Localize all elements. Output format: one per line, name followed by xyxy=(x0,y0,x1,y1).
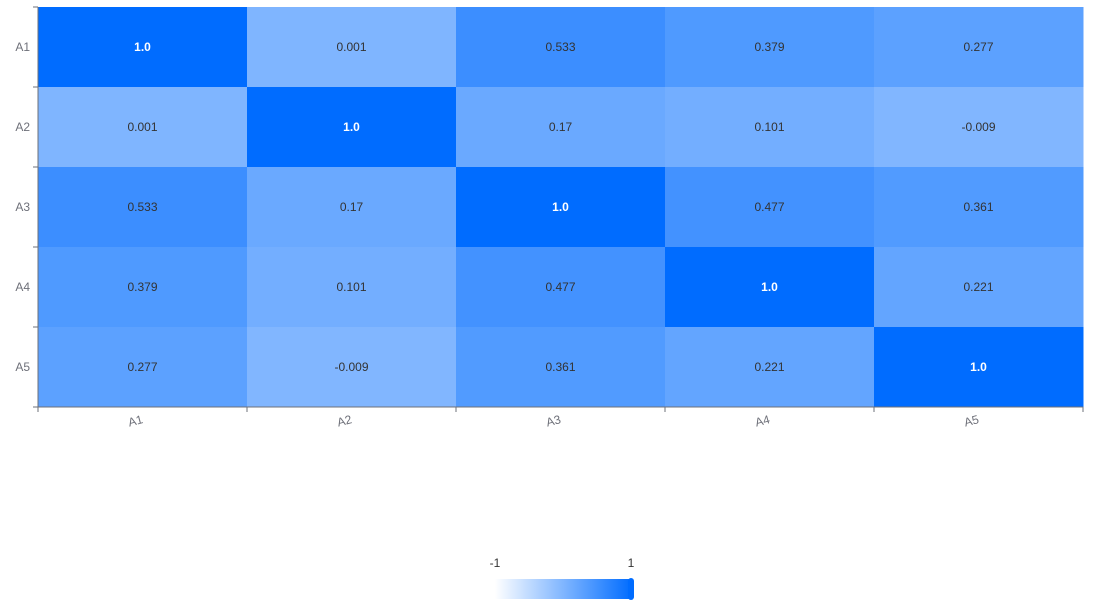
heatmap-cell-A3-A1 xyxy=(38,167,248,248)
heatmap-cell-value-A1-A4: 0.379 xyxy=(754,40,784,54)
x-tick-label-A2: A2 xyxy=(336,412,354,429)
heatmap-cell-value-A3-A1: 0.533 xyxy=(127,200,157,214)
heatmap-cell-A4-A5 xyxy=(874,247,1084,328)
heatmap-cell-value-A5-A1: 0.277 xyxy=(127,360,157,374)
heatmap-cell-value-A4-A5: 0.221 xyxy=(963,280,993,294)
y-tick-label-A2: A2 xyxy=(15,120,30,134)
x-tick-label-A5: A5 xyxy=(963,412,981,429)
heatmap-cell-A4-A4 xyxy=(665,247,875,328)
heatmap-cell-A4-A2 xyxy=(247,247,457,328)
y-tick-label-A1: A1 xyxy=(15,40,30,54)
heatmap-cell-value-A1-A5: 0.277 xyxy=(963,40,993,54)
heatmap-cell-value-A2-A2: 1.0 xyxy=(343,120,360,134)
heatmap-cell-value-A1-A1: 1.0 xyxy=(134,40,151,54)
heatmap-cell-value-A3-A3: 1.0 xyxy=(552,200,569,214)
heatmap-cell-A5-A3 xyxy=(456,327,666,408)
heatmap-cell-A3-A2 xyxy=(247,167,457,248)
heatmap-cell-A3-A5 xyxy=(874,167,1084,248)
legend-gradient-bar[interactable] xyxy=(495,579,632,599)
heatmap-cell-A2-A5 xyxy=(874,87,1084,168)
heatmap-cell-value-A4-A4: 1.0 xyxy=(761,280,778,294)
heatmap-cell-value-A5-A3: 0.361 xyxy=(545,360,575,374)
y-tick-label-A4: A4 xyxy=(15,280,30,294)
heatmap-cell-A1-A2 xyxy=(247,7,457,88)
heatmap-cell-A5-A5 xyxy=(874,327,1084,408)
heatmap-cell-A5-A4 xyxy=(665,327,875,408)
x-tick-label-A4: A4 xyxy=(754,412,772,429)
heatmap-cell-A3-A3 xyxy=(456,167,666,248)
heatmap-cell-A1-A3 xyxy=(456,7,666,88)
legend-max-label: 1 xyxy=(628,556,635,570)
heatmap-cell-value-A1-A3: 0.533 xyxy=(545,40,575,54)
heatmap-cell-A1-A4 xyxy=(665,7,875,88)
heatmap-cell-value-A1-A2: 0.001 xyxy=(336,40,366,54)
legend-handle[interactable] xyxy=(628,578,634,600)
heatmap-cell-value-A5-A4: 0.221 xyxy=(754,360,784,374)
heatmap-cell-A3-A4 xyxy=(665,167,875,248)
heatmap-cell-A2-A4 xyxy=(665,87,875,168)
heatmap-cell-A2-A3 xyxy=(456,87,666,168)
heatmap-cell-value-A3-A2: 0.17 xyxy=(340,200,364,214)
heatmap-cell-value-A4-A3: 0.477 xyxy=(545,280,575,294)
heatmap-cell-A2-A1 xyxy=(38,87,248,168)
y-tick-label-A3: A3 xyxy=(15,200,30,214)
y-tick-label-A5: A5 xyxy=(15,360,30,374)
heatmap-cell-value-A2-A1: 0.001 xyxy=(127,120,157,134)
heatmap-cell-A1-A1 xyxy=(38,7,248,88)
heatmap-cell-labels: 1.0 0.001 0.533 0.379 0.277 0.001 1.0 0.17 0.101… xyxy=(127,40,995,374)
visual-map-legend[interactable]: -1 1 xyxy=(490,556,635,600)
x-tick-label-A1: A1 xyxy=(127,412,145,429)
heatmap-cell-value-A5-A5: 1.0 xyxy=(970,360,987,374)
legend-min-label: -1 xyxy=(490,556,501,570)
heatmap-cell-value-A4-A2: 0.101 xyxy=(336,280,366,294)
heatmap-cell-value-A2-A4: 0.101 xyxy=(754,120,784,134)
heatmap-cell-A5-A1 xyxy=(38,327,248,408)
heatmap-axes: A1 A2 A3 A4 A5 A1 A2 A3 A4 A5 xyxy=(15,6,1084,430)
heatmap-cell-value-A2-A3: 0.17 xyxy=(549,120,573,134)
heatmap-cells xyxy=(38,7,1084,408)
heatmap-cell-value-A5-A2: -0.009 xyxy=(334,360,368,374)
heatmap-cell-A5-A2 xyxy=(247,327,457,408)
heatmap-cell-A2-A2 xyxy=(247,87,457,168)
x-tick-label-A3: A3 xyxy=(545,412,563,429)
heatmap-cell-A1-A5 xyxy=(874,7,1084,88)
heatmap-cell-value-A3-A5: 0.361 xyxy=(963,200,993,214)
heatmap-cell-value-A4-A1: 0.379 xyxy=(127,280,157,294)
heatmap-cell-A4-A1 xyxy=(38,247,248,328)
heatmap-cell-A4-A3 xyxy=(456,247,666,328)
heatmap-cell-value-A2-A5: -0.009 xyxy=(961,120,995,134)
heatmap-cell-value-A3-A4: 0.477 xyxy=(754,200,784,214)
